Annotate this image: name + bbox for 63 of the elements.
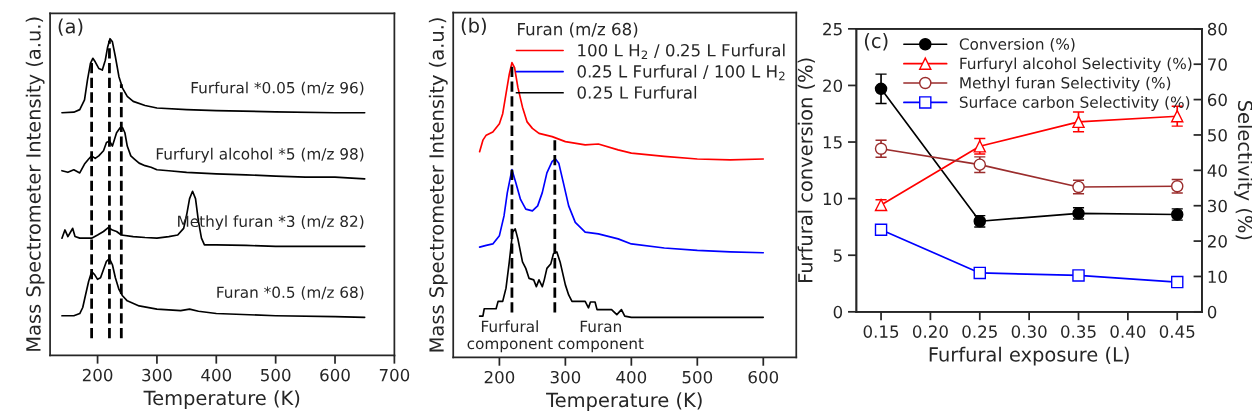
y2-tick-label: 60: [1207, 93, 1227, 107]
x-tick-label: 600: [748, 370, 779, 384]
y-tick-label: 5: [833, 249, 842, 262]
x-tick-label: 300: [550, 370, 581, 384]
x-tick-label: 0.25: [962, 325, 997, 338]
legend-label: Methyl furan Selectivity (%): [960, 76, 1171, 92]
y-axis-title: Mass Spectrometer Intensity (a.u.): [428, 18, 448, 352]
y2-tick-label: 30: [1208, 199, 1227, 213]
point: [1072, 269, 1085, 282]
point: [1170, 275, 1184, 289]
x-axis-title: Furfural exposure (L): [929, 346, 1129, 366]
annotation: Furfural component: [467, 320, 553, 353]
y-tick-label: 15: [823, 136, 842, 149]
x-tick-label: 200: [484, 370, 515, 384]
y2-tick-label: 80: [1207, 22, 1227, 36]
x-tick-label: 500: [682, 370, 713, 384]
legend-title: Furan (m/z 68): [518, 22, 638, 38]
x-tick-label: 500: [261, 368, 291, 382]
y-tick-label: 10: [823, 192, 843, 206]
x-tick-label: 400: [201, 368, 232, 382]
y2-axis-title: Selectivity (%): [1234, 100, 1252, 240]
x-tick-label: 0.45: [1159, 325, 1195, 338]
series-label: Furan *0.5 (m/z 68): [217, 286, 364, 300]
series-label: Furfural *0.05 (m/z 96): [191, 81, 364, 96]
point: [874, 82, 888, 96]
point: [874, 223, 888, 237]
x-tick-label: 0.35: [1061, 325, 1096, 338]
y2-tick-label: 20: [1208, 235, 1227, 248]
x-tick-label: 300: [142, 368, 172, 382]
x-tick-label: 600: [320, 368, 350, 382]
legend-label: Surface carbon Selectivity (%): [959, 96, 1190, 111]
series-label: Furfuryl alcohol *5 (m/z 98): [156, 147, 364, 163]
chart-title: (c): [864, 33, 888, 51]
y-tick-label: 0: [833, 305, 843, 319]
x-tick-label: 200: [82, 368, 113, 382]
x-tick-label: 0.40: [1110, 325, 1146, 338]
chart-title: (a): [58, 18, 83, 36]
y2-tick-label: 70: [1208, 58, 1227, 71]
y2-tick-label: 10: [1208, 270, 1227, 284]
point: [973, 266, 987, 280]
legend-label: Conversion (%): [959, 38, 1075, 52]
legend-label: 0.25 L Furfural: [577, 85, 697, 99]
y-tick-label: 20: [823, 79, 843, 93]
y-tick-label: 25: [823, 22, 842, 36]
x-tick-label: 0.20: [912, 325, 948, 338]
x-axis-title: Temperature (K): [143, 390, 300, 409]
y2-tick-label: 40: [1207, 164, 1227, 177]
y-axis-title: Mass Spectrometer Intensity (a.u.): [25, 17, 45, 351]
point: [1072, 115, 1085, 129]
annotation: Furan component: [558, 320, 644, 353]
x-tick-label: 700: [379, 368, 410, 382]
legend-label: Furfuryl alcohol Selectivity (%): [960, 57, 1192, 73]
chart-title: (b): [461, 17, 486, 36]
x-tick-label: 0.15: [863, 325, 899, 338]
legend-label: 0.25 L Furfural / 100 L H$_{2}$: [577, 64, 785, 81]
x-tick-label: 400: [616, 370, 647, 384]
x-tick-label: 0.30: [1011, 325, 1047, 338]
legend-label: 100 L H$_{2}$ / 0.25 L Furfural: [578, 43, 785, 60]
point: [1170, 109, 1184, 123]
y2-tick-label: 50: [1208, 128, 1227, 142]
y2-tick-label: 0: [1207, 305, 1217, 319]
x-axis-title: Temperature (K): [546, 392, 702, 412]
y-axis-title: Furfural conversion (%): [797, 58, 815, 282]
